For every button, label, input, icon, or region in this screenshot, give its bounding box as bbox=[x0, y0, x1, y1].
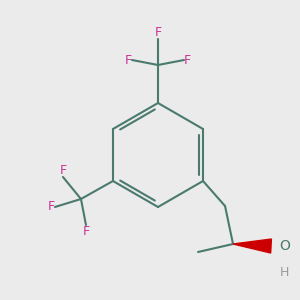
Text: F: F bbox=[48, 200, 55, 214]
Text: F: F bbox=[184, 53, 191, 67]
Text: F: F bbox=[59, 164, 67, 177]
Text: F: F bbox=[82, 225, 89, 238]
Text: O: O bbox=[279, 239, 290, 253]
Text: F: F bbox=[154, 26, 162, 39]
Polygon shape bbox=[233, 239, 272, 253]
Text: F: F bbox=[125, 53, 132, 67]
Text: H: H bbox=[279, 266, 289, 279]
